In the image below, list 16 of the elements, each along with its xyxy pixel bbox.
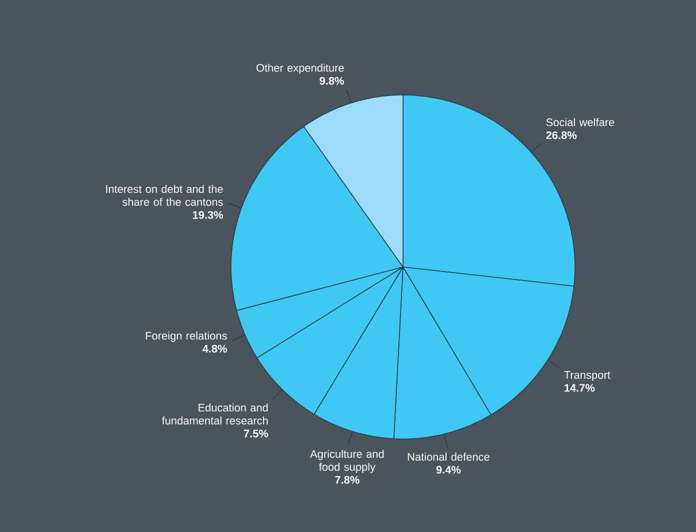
data-label: 9.8%: [320, 76, 344, 85]
data-label: 19.3%: [192, 211, 224, 219]
slice-label: Transport: [564, 371, 610, 381]
data-label: 7.5%: [244, 430, 268, 438]
data-label: 9.4%: [436, 466, 461, 474]
slice-label: Interest on debt and the share of the cantons: [106, 184, 223, 206]
data-label: 14.7%: [564, 384, 595, 392]
slice-label: Foreign relations: [146, 332, 227, 342]
slice-label: Education and fundamental research: [162, 403, 268, 424]
slice-label: Other expenditure: [256, 64, 344, 74]
slice-label: Agriculture and food supply: [310, 450, 384, 473]
slice-label: National defence: [408, 452, 490, 461]
data-label: 26.8%: [546, 131, 577, 140]
slice-label: Social welfare: [546, 118, 614, 126]
data-label: 7.8%: [335, 476, 360, 484]
data-label: 4.8%: [202, 344, 227, 353]
